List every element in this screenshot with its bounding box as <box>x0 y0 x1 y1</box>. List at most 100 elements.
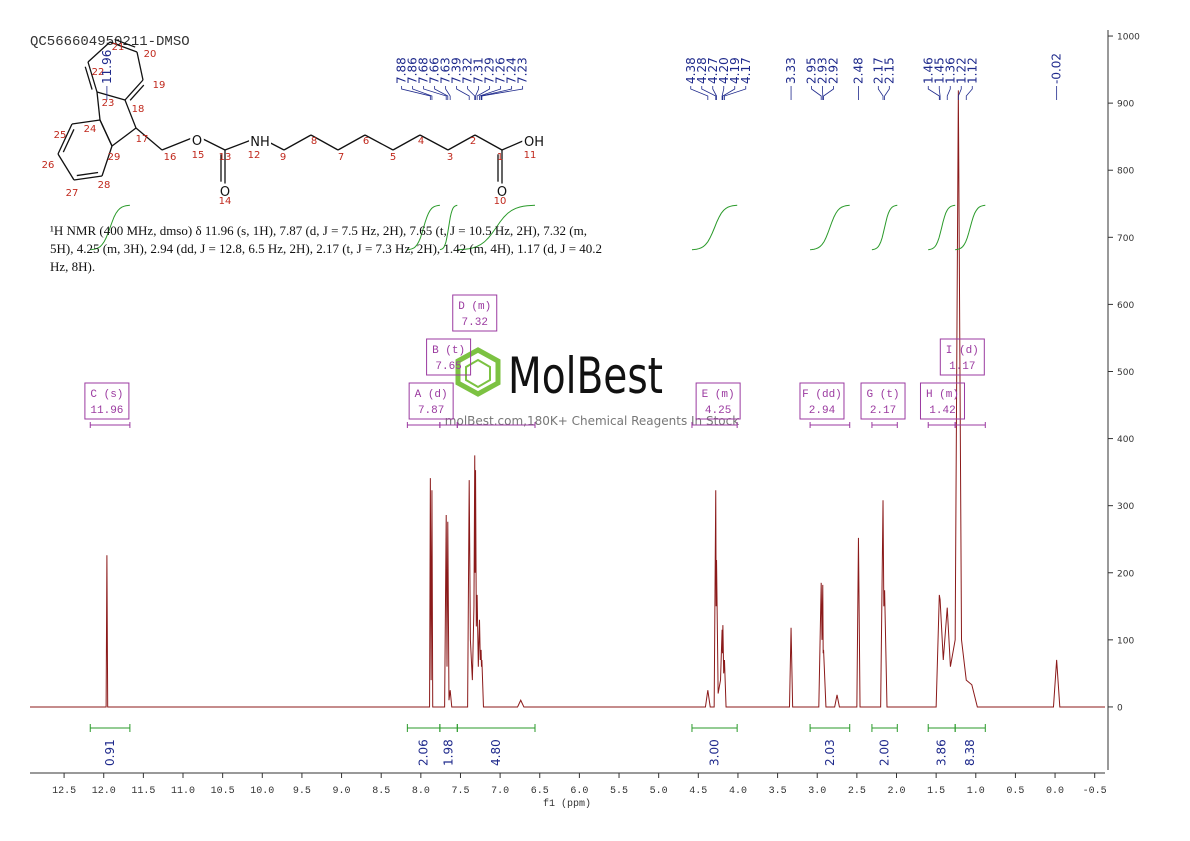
x-tick-label: 3.0 <box>808 786 826 797</box>
x-tick-label: 7.0 <box>491 786 509 797</box>
bond <box>96 91 126 101</box>
peak-label: 2.15 <box>882 57 896 84</box>
multiplet-box <box>919 382 965 420</box>
peak-connector <box>722 86 736 100</box>
multiplet-box <box>799 382 845 420</box>
integral-value: 2.00 <box>878 739 892 766</box>
peak-connector <box>811 86 822 100</box>
multiplet-label: G (t) <box>867 389 900 401</box>
atom-symbol: O <box>497 185 507 200</box>
bond <box>161 135 198 151</box>
x-tick-label: 3.5 <box>769 786 787 797</box>
x-tick-label: 6.0 <box>570 786 588 797</box>
bond <box>99 119 113 147</box>
multiplet-shift: 1.17 <box>949 361 975 373</box>
watermark-tagline: molBest.com,180K+ Chemical Reagents In S… <box>445 414 739 428</box>
bond <box>196 135 226 151</box>
bond <box>447 134 476 151</box>
integral-range <box>954 724 986 732</box>
bond <box>101 145 113 177</box>
peak-label: 2.93 <box>816 57 830 84</box>
x-tick-label: 12.5 <box>52 786 76 797</box>
y-tick-label: 700 <box>1117 234 1134 244</box>
peak-label: 7.68 <box>417 57 431 84</box>
x-tick-label: 0.0 <box>1046 786 1064 797</box>
atom-number: 27 <box>66 188 79 199</box>
peak-label: 1.45 <box>932 57 946 84</box>
double-bond <box>129 84 145 101</box>
x-tick-label: 7.5 <box>451 786 469 797</box>
watermark-logo: MolBest molBest.com,180K+ Chemical Reage… <box>445 347 739 428</box>
bond <box>283 134 312 151</box>
atom-number: 8 <box>311 136 317 147</box>
multiplet-shift: 4.25 <box>705 405 731 417</box>
y-tick-label: 1000 <box>1117 33 1140 43</box>
bond <box>501 136 533 151</box>
bond <box>224 136 260 151</box>
multiplet-shift: 2.17 <box>870 405 896 417</box>
nmr-description: ¹H NMR (400 MHz, dmso) δ 11.96 (s, 1H), … <box>50 223 603 274</box>
x-tick-label: 4.5 <box>689 786 707 797</box>
watermark-brand: MolBest <box>508 347 663 405</box>
atom-number: 17 <box>136 134 149 145</box>
multiplet-box <box>426 338 472 376</box>
bond <box>419 134 449 151</box>
atom-number: 5 <box>390 152 396 163</box>
atom-number: 23 <box>102 98 115 109</box>
y-tick-label: 400 <box>1117 435 1134 445</box>
peak-connector <box>467 86 476 100</box>
peak-label: 7.23 <box>516 57 530 84</box>
double-bond <box>114 38 136 48</box>
atom-symbol: NH <box>250 135 270 150</box>
spectrum-line <box>30 90 1105 708</box>
atom-number: 20 <box>144 49 157 60</box>
x-tick-label: 5.5 <box>610 786 628 797</box>
multiplet-box <box>84 382 130 420</box>
peak-label: 1.12 <box>965 57 979 84</box>
peak-label: 4.38 <box>684 57 698 84</box>
double-bond <box>76 171 99 177</box>
peak-label: 2.92 <box>827 57 841 84</box>
y-tick-label: 900 <box>1117 100 1134 110</box>
integral-range <box>809 724 851 732</box>
bond <box>310 134 339 151</box>
peak-label: 11.96 <box>100 50 114 84</box>
y-tick-label: 500 <box>1117 368 1134 378</box>
integral-range <box>456 724 536 732</box>
atom-number: 4 <box>418 136 424 147</box>
integral-value: 8.38 <box>963 739 977 766</box>
multiplet-label: I (d) <box>946 345 979 357</box>
bond <box>124 79 144 101</box>
peak-label: 4.28 <box>695 57 709 84</box>
multiplet-box <box>939 338 985 376</box>
atom-number: 22 <box>92 67 105 78</box>
bond <box>135 127 163 151</box>
multiplet-label: A (d) <box>415 389 448 401</box>
integral-value: 3.86 <box>935 739 949 766</box>
peak-connector <box>445 86 451 100</box>
atom-symbol: O <box>192 134 202 149</box>
peak-connector <box>957 86 962 100</box>
integral-value: 1.98 <box>442 739 456 766</box>
multiplet-range <box>89 422 131 428</box>
atom-number: 18 <box>132 104 145 115</box>
peak-label: 7.63 <box>439 57 453 84</box>
atom-number: 10 <box>494 196 507 207</box>
y-tick-label: 100 <box>1117 636 1134 646</box>
peak-label: 4.17 <box>739 57 753 84</box>
peak-label: 7.31 <box>472 57 486 84</box>
y-tick-label: 600 <box>1117 301 1134 311</box>
peak-label: 3.33 <box>784 57 798 84</box>
bond <box>474 134 503 151</box>
bond <box>111 127 137 147</box>
x-tick-label: 8.5 <box>372 786 390 797</box>
atom-number: 15 <box>192 150 205 161</box>
double-bond <box>62 129 75 153</box>
atom-number: 29 <box>108 152 121 163</box>
peak-connector <box>480 86 513 100</box>
integral-curve <box>928 204 956 251</box>
peak-label: 2.95 <box>805 57 819 84</box>
integral-curve <box>871 204 898 251</box>
atom-number: 6 <box>363 136 369 147</box>
